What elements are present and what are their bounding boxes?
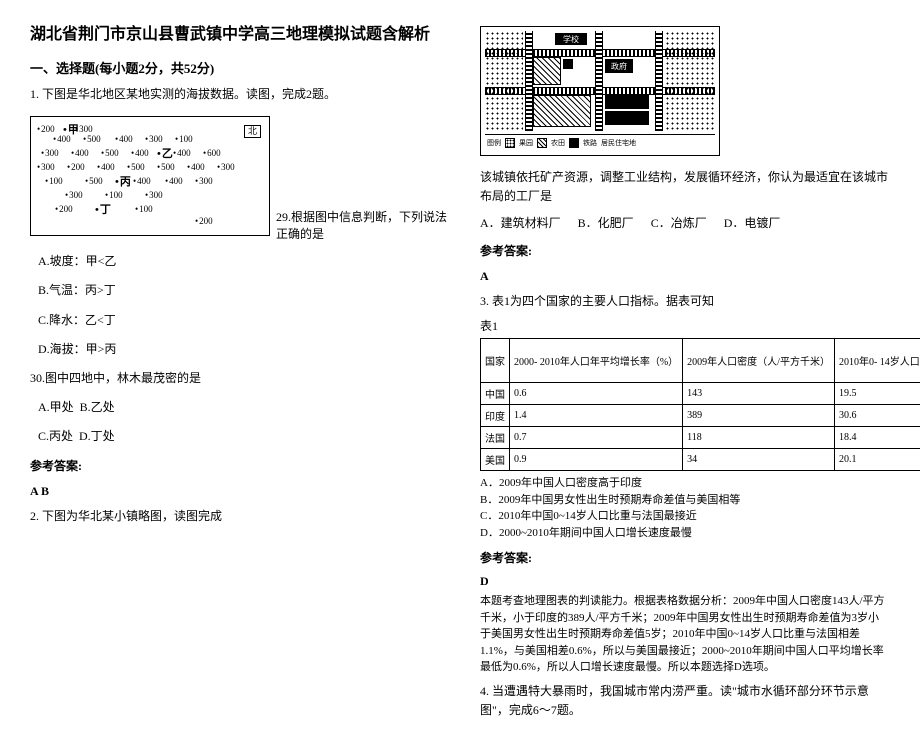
q3-table-label: 表1 [480, 317, 890, 334]
q1-opt-b: B.气温：丙>丁 [38, 281, 450, 300]
q1-sub29: 29.根据图中信息判断，下列说法正确的是 [276, 208, 450, 242]
q1-opt2-d: D.丁处 [79, 429, 115, 443]
q2-options: A．建筑材料厂 B．化肥厂 C．冶炼厂 D．电镀厂 [480, 214, 890, 233]
page-title: 湖北省荆门市京山县曹武镇中学高三地理模拟试题含解析 [30, 20, 450, 44]
q1-opt-c: C.降水：乙<丁 [38, 311, 450, 330]
q4-stem: 4. 当遭遇特大暴雨时，我国城市常内涝严重。读"城市水循环部分环节示意图"，完成… [480, 682, 890, 720]
q1-opt2-c: C.丙处 [38, 429, 73, 443]
q1-opt-a: A.坡度：甲<乙 [38, 252, 450, 271]
figure-town: 学校 政府 图例 果园 农田 铁路 居民住宅地 [480, 26, 720, 156]
table-row: 美国0.93420.17681 [481, 449, 920, 471]
q3-answer: D [480, 574, 890, 589]
q1-opt2-b: B.乙处 [80, 400, 115, 414]
table-row: 中国0.614319.57275 [481, 383, 920, 405]
figure-elevation: 200 甲 300 400 500 400 300 100 北 300 400 … [30, 116, 270, 236]
population-table: 国家 2000- 2010年人口年平均增长率（%） 2009年人口密度（人/平方… [480, 338, 920, 471]
q3-stem: 3. 表1为四个国家的主要人口指标。据表可知 [480, 292, 890, 311]
q1-answer: A B [30, 482, 450, 501]
figure-legend: 图例 果园 农田 铁路 居民住宅地 [485, 134, 715, 151]
q3-explanation: 本题考查地理图表的判读能力。根据表格数据分析：2009年中国人口密度143人/平… [480, 593, 890, 676]
q1-sub30: 30.图中四地中，林木最茂密的是 [30, 369, 450, 388]
q3-opt-b: B．2009年中国男女性出生时预期寿命差值与美国相等 [480, 492, 890, 509]
q3-opt-a: A．2009年中国人口密度高于印度 [480, 475, 890, 492]
answer-label-3: 参考答案: [480, 549, 890, 568]
answer-label-2: 参考答案: [480, 242, 890, 261]
answer-label-1: 参考答案: [30, 457, 450, 476]
q1-opt-d: D.海拔：甲>丙 [38, 340, 450, 359]
section-heading: 一、选择题(每小题2分，共52分) [30, 58, 450, 77]
q3-opt-d: D．2000~2010年期间中国人口增长速度最慢 [480, 525, 890, 542]
q2-text: 该城镇依托矿产资源，调整工业结构，发展循环经济，你认为最适宜在该城市布局的工厂是 [480, 168, 890, 206]
q1-opt2-a: A.甲处 [38, 400, 74, 414]
q2-stem: 2. 下图为华北某小镇略图，读图完成 [30, 507, 450, 526]
table-row: 法国0.711818.47885 [481, 427, 920, 449]
q3-opt-c: C．2010年中国0~14岁人口比重与法国最接近 [480, 508, 890, 525]
q2-answer: A [480, 267, 890, 286]
q1-stem: 1. 下图是华北地区某地实测的海拔数据。读图，完成2题。 [30, 85, 450, 104]
north-indicator: 北 [244, 125, 261, 138]
table-row: 印度1.438930.66366 [481, 405, 920, 427]
